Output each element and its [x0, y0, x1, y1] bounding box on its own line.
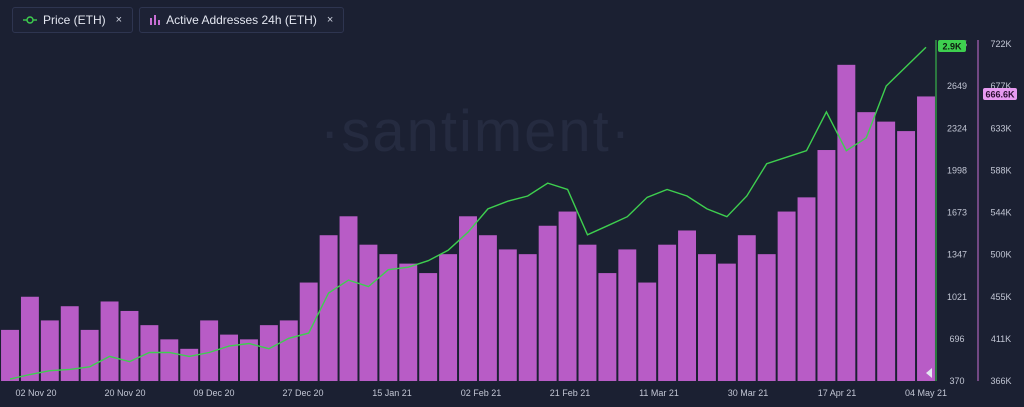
x-tick-label: 04 May 21 [905, 388, 947, 398]
addresses-bar [578, 244, 597, 381]
right-tick-label: 722K [990, 39, 1011, 49]
addresses-current-value: 666.6K [985, 90, 1015, 100]
addresses-bar [777, 211, 796, 381]
x-tick-label: 17 Apr 21 [818, 388, 857, 398]
addresses-bar [359, 244, 378, 381]
left-tick-label: 1998 [947, 165, 967, 175]
addresses-bar [200, 320, 219, 381]
line-circle-icon [23, 16, 37, 24]
right-tick-label: 677K [990, 81, 1011, 91]
addresses-bar [638, 282, 657, 381]
x-tick-label: 09 Dec 20 [193, 388, 234, 398]
addresses-current-badge: 666.6K [983, 88, 1017, 100]
legend-chip-addresses[interactable]: Active Addresses 24h (ETH) × [139, 7, 345, 33]
addresses-bar [717, 263, 736, 381]
x-tick-label: 02 Feb 21 [461, 388, 502, 398]
left-tick-label: 2324 [947, 123, 967, 133]
addresses-bar [100, 301, 119, 381]
timeline-marker-icon [926, 368, 932, 378]
addresses-bar [658, 244, 677, 381]
left-tick-label: 696 [949, 334, 964, 344]
left-tick-label: 1021 [947, 292, 967, 302]
addresses-bar [797, 197, 816, 381]
close-icon[interactable]: × [115, 14, 123, 26]
right-tick-label: 588K [990, 165, 1011, 175]
right-axis-ticks: 366K 411K 455K 500K 544K 588K 633K 677K 722K [990, 39, 1011, 386]
legend-chip-price[interactable]: Price (ETH) × [12, 7, 134, 33]
addresses-bar [1, 329, 19, 381]
bar-chart-icon [150, 15, 161, 25]
addresses-bar [279, 320, 298, 381]
addresses-bar [180, 348, 199, 381]
addresses-bar [80, 329, 99, 381]
addresses-bar [259, 325, 278, 381]
left-tick-label: 1347 [947, 250, 967, 260]
right-tick-label: 633K [990, 123, 1011, 133]
addresses-bar [379, 254, 398, 381]
close-icon[interactable]: × [326, 14, 334, 26]
x-tick-label: 20 Nov 20 [104, 388, 145, 398]
legend-price-label: Price (ETH) [43, 13, 106, 27]
right-tick-label: 366K [990, 376, 1011, 386]
addresses-bar [478, 235, 497, 381]
addresses-bar [319, 235, 338, 381]
x-tick-label: 11 Mar 21 [639, 388, 679, 398]
addresses-bar [40, 320, 59, 381]
addresses-bar [459, 216, 477, 381]
santiment-watermark: ·santiment· [320, 99, 633, 164]
addresses-bar [518, 254, 537, 381]
right-tick-label: 544K [990, 208, 1011, 218]
addresses-bar [220, 334, 239, 381]
price-line [9, 46, 927, 380]
addresses-bars [1, 64, 935, 382]
addresses-bar [697, 254, 716, 381]
x-tick-label: 30 Mar 21 [728, 388, 769, 398]
addresses-bar [817, 150, 836, 381]
legend-addresses-label: Active Addresses 24h (ETH) [166, 13, 317, 27]
addresses-bar [538, 225, 557, 381]
addresses-bar [239, 339, 258, 381]
addresses-bar [917, 96, 935, 381]
addresses-bar [897, 131, 916, 381]
price-current-value: 2.9K [942, 42, 962, 52]
addresses-bar [618, 249, 637, 381]
addresses-bar [439, 254, 458, 381]
x-tick-label: 02 Nov 20 [15, 388, 56, 398]
addresses-bar [399, 263, 418, 381]
right-tick-label: 411K [991, 334, 1011, 344]
addresses-bar [558, 211, 577, 381]
addresses-bar [419, 273, 438, 381]
left-tick-label: 2649 [947, 81, 967, 91]
addresses-bar [737, 235, 756, 381]
left-axis-ticks: 3706961021134716731998232426492975 [947, 39, 967, 386]
addresses-bar [598, 273, 617, 381]
addresses-bar [120, 310, 139, 381]
addresses-bar [877, 121, 896, 381]
addresses-bar [20, 296, 39, 381]
x-tick-label: 15 Jan 21 [372, 388, 412, 398]
x-tick-label: 27 Dec 20 [282, 388, 323, 398]
right-tick-label: 455K [990, 292, 1011, 302]
addresses-bar [678, 230, 697, 381]
addresses-bar [857, 112, 876, 382]
addresses-bar [60, 306, 79, 381]
left-tick-label: 370 [949, 376, 964, 386]
x-tick-label: 21 Feb 21 [550, 388, 591, 398]
legend: Price (ETH) × Active Addresses 24h (ETH)… [12, 7, 345, 33]
addresses-bar [837, 64, 856, 382]
addresses-bar [339, 216, 358, 381]
left-tick-label: 1673 [947, 208, 967, 218]
addresses-bar [498, 249, 517, 381]
right-tick-label: 500K [990, 250, 1011, 260]
addresses-bar [160, 339, 179, 381]
x-axis-ticks: 02 Nov 20 20 Nov 20 09 Dec 20 27 Dec 20 15 J… [15, 388, 947, 398]
price-current-badge: 2.9K [938, 40, 966, 52]
addresses-bar [757, 254, 776, 381]
